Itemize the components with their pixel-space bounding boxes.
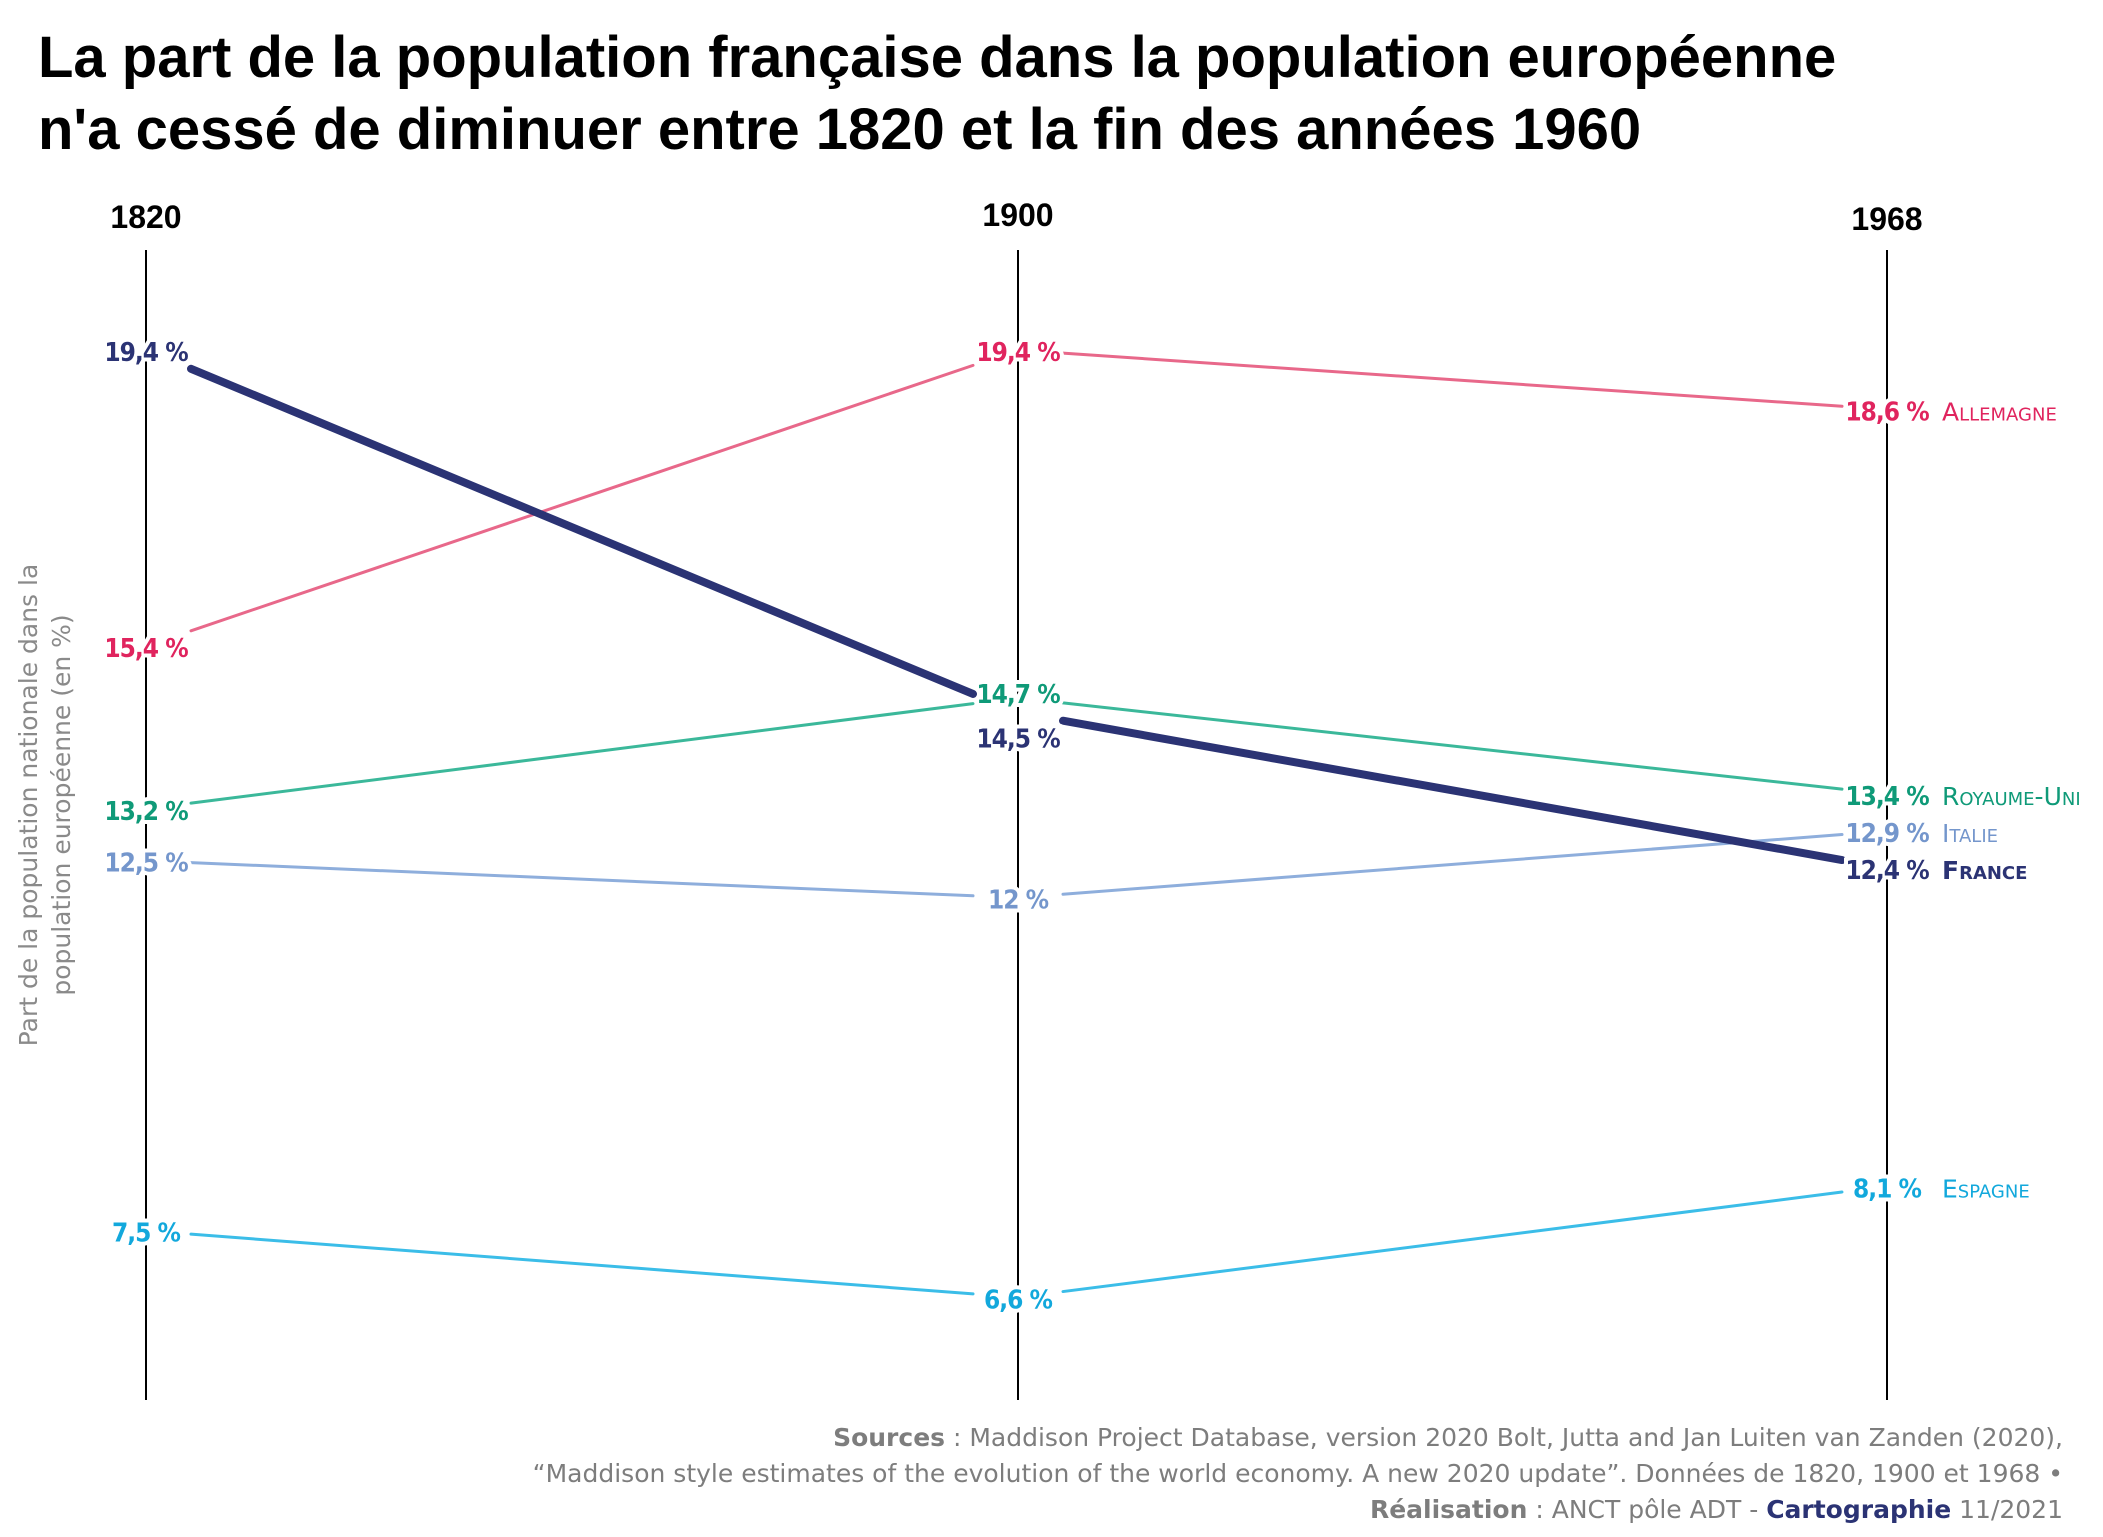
series-name-italie: Italie — [1942, 819, 1998, 848]
credit-date: 11/2021 — [1951, 1495, 2063, 1524]
sources-text-1: : Maddison Project Database, version 202… — [945, 1423, 2063, 1452]
series-line-italie-1900-1968 — [1061, 833, 1844, 896]
year-label-1820: 1820 — [110, 199, 181, 235]
y-axis-label-line-2: population européenne (en %) — [47, 614, 76, 996]
chart-title: La part de la population française dans … — [38, 22, 2078, 166]
series-name-royaume-uni: Royaume-Uni — [1942, 782, 2081, 811]
realisation-label: Réalisation — [1369, 1495, 1528, 1524]
series-line-espagne-1900-1968 — [1061, 1190, 1844, 1294]
value-label-france-1968: 12,4 % — [1845, 856, 1929, 886]
value-label-royaume-uni-1900: 14,7 % — [976, 680, 1060, 710]
source-note: Sources : Maddison Project Database, ver… — [263, 1420, 2063, 1528]
value-label-italie-1900: 12 % — [988, 886, 1049, 916]
series-line-allemagne-1900-1968 — [1061, 351, 1844, 408]
realisation-text: : ANCT pôle ADT - — [1527, 1495, 1767, 1524]
value-label-allemagne-1968: 18,6 % — [1845, 397, 1929, 427]
series-line-allemagne-1820-1900 — [189, 363, 975, 633]
value-label-espagne-1968: 8,1 % — [1853, 1174, 1922, 1204]
source-line-1: Sources : Maddison Project Database, ver… — [263, 1420, 2063, 1456]
value-label-italie-1820: 12,5 % — [104, 849, 188, 879]
year-label-1968: 1968 — [1851, 201, 1922, 237]
value-label-allemagne-1820: 15,4 % — [104, 634, 188, 664]
series-name-allemagne: Allemagne — [1942, 397, 2057, 426]
value-label-royaume-uni-1820: 13,2 % — [104, 797, 188, 827]
series-name-espagne: Espagne — [1942, 1174, 2030, 1203]
source-line-3: Réalisation : ANCT pôle ADT - Cartograph… — [263, 1492, 2063, 1528]
value-label-royaume-uni-1968: 13,4 % — [1845, 782, 1929, 812]
cartographie-label: Cartographie — [1766, 1495, 1952, 1524]
chart-title-line-1: La part de la population française dans … — [38, 25, 1837, 90]
value-label-italie-1968: 12,9 % — [1845, 819, 1929, 849]
value-label-allemagne-1900: 19,4 % — [976, 338, 1060, 368]
value-label-espagne-1900: 6,6 % — [984, 1285, 1053, 1315]
series-line-royaume-uni-1900-1968 — [1061, 701, 1844, 791]
source-line-2: “Maddison style estimates of the evoluti… — [532, 1459, 2063, 1488]
sources-label: Sources — [833, 1423, 946, 1452]
value-label-france-1820: 19,4 % — [104, 338, 188, 368]
series-line-espagne-1820-1900 — [189, 1232, 975, 1296]
year-label-1900: 1900 — [982, 197, 1053, 233]
series-line-royaume-uni-1820-1900 — [189, 702, 975, 805]
series-line-france-1820-1900 — [187, 364, 977, 698]
y-axis-label-line-1: Part de la population nationale dans la — [14, 563, 43, 1047]
y-axis-label: Part de la population nationale dans la … — [12, 505, 112, 1105]
value-label-france-1900: 14,5 % — [976, 725, 1060, 755]
series-name-france: France — [1942, 856, 2027, 885]
series-line-france-1900-1968 — [1059, 716, 1846, 865]
chart-title-line-2: n'a cessé de diminuer entre 1820 et la f… — [38, 97, 1642, 162]
value-label-espagne-1820: 7,5 % — [112, 1219, 181, 1249]
series-line-italie-1820-1900 — [189, 861, 975, 898]
